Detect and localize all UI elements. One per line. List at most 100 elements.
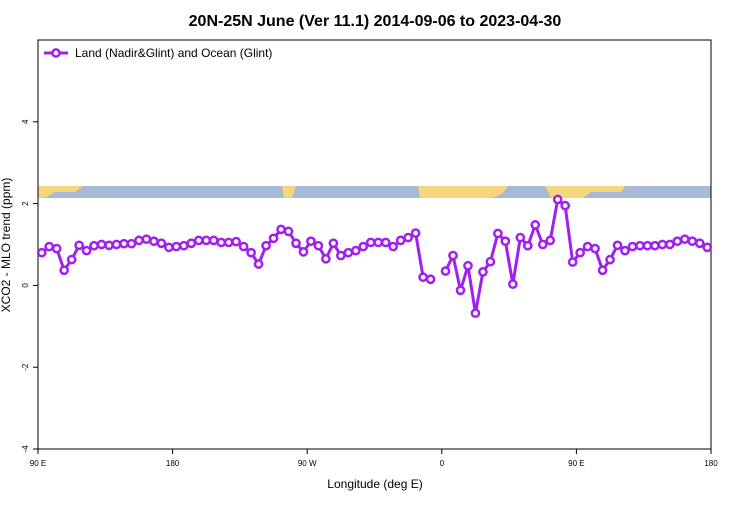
y-tick-label: -4 <box>21 445 30 453</box>
data-point <box>283 226 294 237</box>
data-point <box>171 241 182 252</box>
data-point <box>403 232 413 243</box>
data-point <box>321 253 331 264</box>
data-point <box>36 247 47 258</box>
data-point <box>365 237 376 248</box>
x-tick-label: 90 W <box>298 459 317 468</box>
data-point <box>291 238 301 249</box>
data-point <box>560 200 571 211</box>
data-point <box>208 235 219 246</box>
data-point <box>418 272 428 283</box>
data-point <box>485 256 496 267</box>
data-point <box>694 238 705 249</box>
data-point <box>395 235 406 246</box>
data-point <box>597 265 608 276</box>
data-point <box>545 235 556 246</box>
data-point <box>575 247 585 258</box>
data-point <box>672 236 683 247</box>
data-point <box>268 233 279 244</box>
data-point <box>164 242 174 253</box>
y-tick-label: 2 <box>21 201 30 206</box>
data-point <box>186 238 197 249</box>
x-tick-label: 90 E <box>30 459 46 468</box>
data-point <box>104 240 114 251</box>
data-point <box>96 239 107 250</box>
x-axis-label: Longitude (deg E) <box>327 477 422 491</box>
data-point <box>178 240 189 251</box>
data-point <box>336 250 346 261</box>
data-point <box>522 240 533 251</box>
data-point <box>552 194 563 205</box>
data-point <box>702 242 713 253</box>
data-point <box>380 237 391 248</box>
x-tick-label: 90 E <box>568 459 584 468</box>
chart-title: 20N-25N June (Ver 11.1) 2014-09-06 to 20… <box>189 13 562 30</box>
legend-label: Land (Nadir&Glint) and Ocean (Glint) <box>75 46 272 60</box>
data-point <box>350 245 361 256</box>
data-point <box>642 240 653 251</box>
data-point <box>388 241 399 252</box>
data-point <box>141 234 152 245</box>
data-point <box>687 236 698 247</box>
data-point <box>149 236 159 247</box>
data-point <box>657 239 668 250</box>
data-point <box>567 257 578 267</box>
data-point <box>582 241 593 252</box>
data-point <box>679 234 690 245</box>
data-point <box>530 220 541 230</box>
data-point <box>59 265 70 276</box>
data-point <box>193 235 204 246</box>
data-point <box>276 224 286 235</box>
legend-marker <box>51 48 61 58</box>
data-point <box>373 237 384 248</box>
data-point <box>470 308 481 319</box>
data-point <box>328 238 339 249</box>
data-point <box>650 240 660 251</box>
data-point <box>298 247 309 257</box>
data-point <box>119 238 129 249</box>
land-patch <box>418 186 508 198</box>
data-point <box>134 235 144 246</box>
data-point <box>440 266 451 276</box>
data-point <box>537 239 548 250</box>
data-point <box>89 240 99 251</box>
data-point <box>507 279 518 290</box>
data-point <box>612 240 623 251</box>
data-point <box>410 228 421 238</box>
data-point <box>635 240 645 251</box>
data-point <box>590 243 600 254</box>
data-point <box>455 285 466 296</box>
ocean-strip <box>38 186 711 198</box>
data-point <box>627 241 638 252</box>
data-point <box>111 239 122 250</box>
data-point <box>515 232 526 243</box>
data-point <box>66 254 77 265</box>
data-point <box>216 237 227 248</box>
data-point <box>126 238 137 249</box>
data-point <box>74 240 84 251</box>
data-point <box>605 254 615 265</box>
data-point <box>306 236 316 247</box>
data-point <box>665 239 675 250</box>
data-point <box>81 245 92 256</box>
y-tick-label: 0 <box>21 283 30 288</box>
x-tick-label: 180 <box>166 459 180 468</box>
y-tick-label: 4 <box>21 119 30 124</box>
data-point <box>425 274 436 285</box>
data-point <box>463 260 473 271</box>
data-point <box>223 237 234 248</box>
data-point <box>358 241 369 252</box>
data-point <box>201 235 212 246</box>
y-tick-label: -2 <box>21 363 30 371</box>
data-point <box>343 247 354 258</box>
data-point <box>500 236 511 247</box>
data-point <box>313 240 324 251</box>
data-point <box>51 243 62 254</box>
x-tick-label: 180 <box>704 459 718 468</box>
data-point <box>238 241 249 252</box>
land-patch <box>282 186 296 198</box>
data-point <box>156 238 167 249</box>
data-point <box>620 245 630 256</box>
y-axis-label: XCO2 - MLO trend (ppm) <box>0 178 13 313</box>
map-strip <box>38 186 711 198</box>
